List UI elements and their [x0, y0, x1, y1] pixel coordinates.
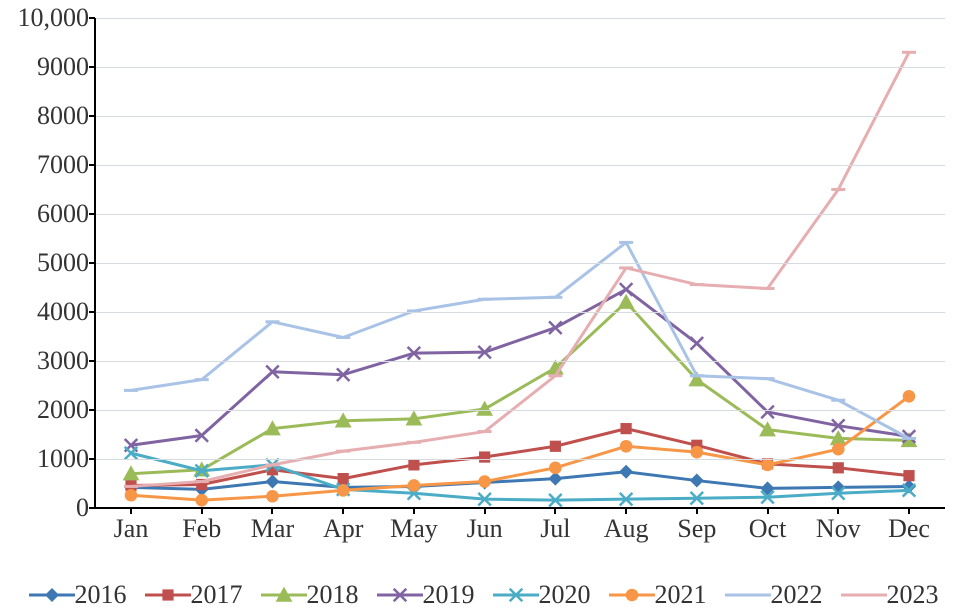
series-marker-2021: [478, 475, 491, 488]
gridline: [95, 67, 945, 68]
x-tick: [837, 508, 839, 514]
legend-label: 2022: [771, 580, 823, 610]
series-marker-2017: [833, 462, 844, 473]
series-line-2018: [131, 302, 909, 474]
legend-swatch: [493, 584, 539, 606]
chart-root: 010002000300040005000600070008000900010,…: [0, 0, 967, 616]
series-marker-2021: [549, 462, 562, 475]
legend-item-2023: 2023: [841, 580, 939, 610]
x-tick: [342, 508, 344, 514]
gridline: [95, 165, 945, 166]
series-marker-2021: [195, 494, 208, 507]
plot-area: 010002000300040005000600070008000900010,…: [95, 18, 945, 508]
series-marker-2018: [476, 401, 493, 416]
y-tick-label: 2000: [37, 395, 95, 425]
series-marker-2021: [620, 440, 633, 453]
series-marker-2016: [619, 465, 633, 479]
gridline: [95, 116, 945, 117]
series-marker-2021: [266, 490, 279, 503]
series-marker-2021: [125, 489, 138, 502]
series-marker-2017: [408, 459, 419, 470]
series-marker-2021: [761, 459, 774, 472]
series-marker-2021: [903, 390, 916, 403]
y-tick: [89, 360, 95, 362]
y-tick: [89, 409, 95, 411]
series-marker-2017: [479, 451, 490, 462]
x-tick: [696, 508, 698, 514]
y-tick-label: 9000: [37, 52, 95, 82]
series-line-2017: [131, 429, 909, 486]
series-line-2023: [131, 52, 909, 486]
series-marker-2017: [620, 423, 631, 434]
gridline: [95, 18, 945, 19]
y-tick: [89, 164, 95, 166]
gridline: [95, 263, 945, 264]
legend-label: 2017: [191, 580, 243, 610]
legend-item-2019: 2019: [377, 580, 475, 610]
y-tick-label: 6000: [37, 199, 95, 229]
y-tick: [89, 213, 95, 215]
legend-swatch: [29, 584, 75, 606]
y-tick: [89, 66, 95, 68]
gridline: [95, 410, 945, 411]
series-marker-2016: [265, 475, 279, 489]
gridline: [95, 214, 945, 215]
series-marker-2017: [338, 473, 349, 484]
series-marker-2021: [832, 443, 845, 456]
y-tick: [89, 458, 95, 460]
y-tick-label: 10,000: [18, 3, 96, 33]
legend-item-2020: 2020: [493, 580, 591, 610]
legend-item-2017: 2017: [145, 580, 243, 610]
legend-item-2022: 2022: [725, 580, 823, 610]
series-marker-2016: [690, 474, 704, 488]
y-tick: [89, 17, 95, 19]
x-tick: [484, 508, 486, 514]
legend-label: 2021: [655, 580, 707, 610]
gridline: [95, 361, 945, 362]
legend-item-2018: 2018: [261, 580, 359, 610]
legend-item-2021: 2021: [609, 580, 707, 610]
x-tick: [908, 508, 910, 514]
x-tick: [271, 508, 273, 514]
series-marker-2021: [337, 484, 350, 497]
legend-swatch: [609, 584, 655, 606]
series-marker-2018: [759, 421, 776, 436]
y-tick: [89, 311, 95, 313]
legend: 2016 2017 2018 2019 2020 2021 2022 2023: [0, 580, 967, 610]
y-tick-label: 8000: [37, 101, 95, 131]
series-marker-2019: [691, 337, 704, 350]
x-tick: [130, 508, 132, 514]
x-tick: [413, 508, 415, 514]
legend-label: 2019: [423, 580, 475, 610]
y-tick-label: 3000: [37, 346, 95, 376]
series-marker-2021: [408, 479, 421, 492]
legend-swatch: [261, 584, 307, 606]
series-marker-2021: [691, 446, 704, 459]
x-tick: [201, 508, 203, 514]
y-tick-label: 5000: [37, 248, 95, 278]
legend-label: 2018: [307, 580, 359, 610]
y-tick-label: 1000: [37, 444, 95, 474]
y-tick-label: 4000: [37, 297, 95, 327]
legend-label: 2016: [75, 580, 127, 610]
gridline: [95, 312, 945, 313]
series-marker-2017: [550, 441, 561, 452]
legend-item-2016: 2016: [29, 580, 127, 610]
x-tick: [767, 508, 769, 514]
legend-label: 2023: [887, 580, 939, 610]
legend-swatch: [841, 584, 887, 606]
legend-swatch: [725, 584, 771, 606]
x-tick: [554, 508, 556, 514]
x-tick: [625, 508, 627, 514]
y-tick-label: 7000: [37, 150, 95, 180]
y-tick: [89, 262, 95, 264]
y-tick: [89, 507, 95, 509]
y-tick: [89, 115, 95, 117]
legend-label: 2020: [539, 580, 591, 610]
series-marker-2017: [903, 470, 914, 481]
gridline: [95, 459, 945, 460]
legend-swatch: [377, 584, 423, 606]
legend-swatch: [145, 584, 191, 606]
